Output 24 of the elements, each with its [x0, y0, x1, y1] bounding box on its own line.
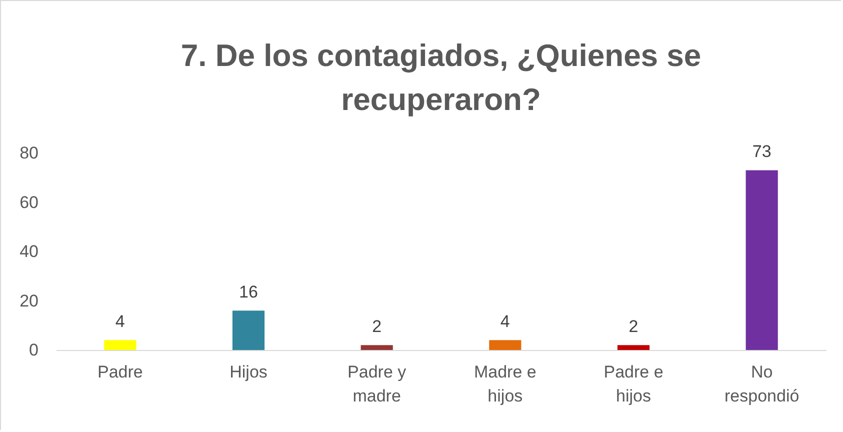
data-label: 16 — [239, 282, 258, 302]
bar — [104, 340, 136, 350]
x-tick-label: Padre y madre — [348, 362, 407, 406]
data-label: 4 — [500, 312, 510, 332]
x-tick-label: Hijos — [230, 362, 268, 382]
y-tick-label: 0 — [29, 340, 38, 360]
bar — [489, 340, 522, 350]
y-tick-label: 80 — [20, 144, 38, 162]
data-label: 4 — [115, 312, 125, 332]
x-tick-label: Madre e hijos — [474, 362, 536, 406]
data-label: 73 — [752, 142, 772, 162]
bar — [232, 310, 265, 350]
y-tick-label: 20 — [20, 291, 38, 310]
chart-title: 7. De los contagiados, ¿Quienes se recuperaron? — [180, 38, 702, 118]
y-tick-label: 60 — [20, 192, 38, 212]
x-tick-label: Padre e hijos — [604, 362, 664, 406]
data-label: 2 — [628, 317, 638, 336]
bar — [746, 170, 778, 350]
bar — [617, 345, 650, 350]
x-tick-label: No respondió — [724, 362, 800, 406]
y-tick-label: 40 — [20, 242, 38, 261]
bar — [360, 345, 393, 350]
x-tick-label: Padre — [97, 362, 143, 382]
data-label: 2 — [372, 317, 382, 336]
